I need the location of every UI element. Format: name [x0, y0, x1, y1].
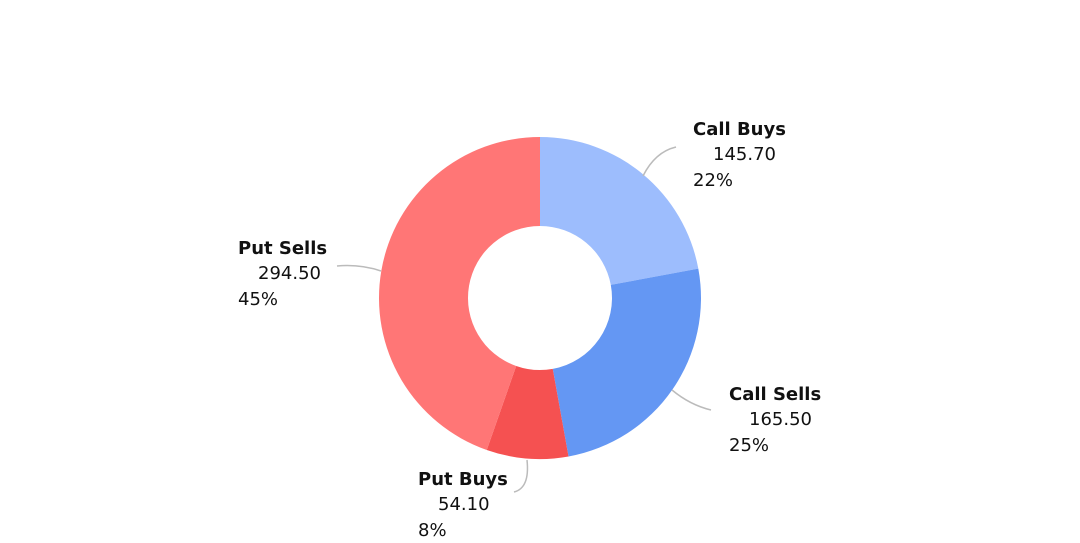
- donut-slice: [540, 137, 699, 285]
- slice-value: 145.70: [713, 144, 776, 165]
- leader-line: [513, 459, 529, 493]
- leader-line: [671, 389, 712, 411]
- slice-name: Call Sells: [729, 384, 821, 405]
- slice-value: 294.50: [258, 263, 321, 284]
- slice-name: Put Sells: [238, 238, 327, 259]
- slice-name: Put Buys: [418, 469, 508, 490]
- slice-percent: 45%: [238, 289, 278, 310]
- slice-percent: 25%: [729, 435, 769, 456]
- slice-name: Call Buys: [693, 119, 786, 140]
- donut-slice: [486, 365, 569, 459]
- donut-slice: [378, 137, 540, 450]
- donut-slice: [552, 268, 702, 457]
- slice-value: 54.10: [438, 494, 490, 515]
- leader-line: [642, 146, 677, 177]
- slice-percent: 8%: [418, 520, 447, 541]
- leader-line: [336, 264, 382, 272]
- slice-value: 165.50: [749, 409, 812, 430]
- slice-percent: 22%: [693, 170, 733, 191]
